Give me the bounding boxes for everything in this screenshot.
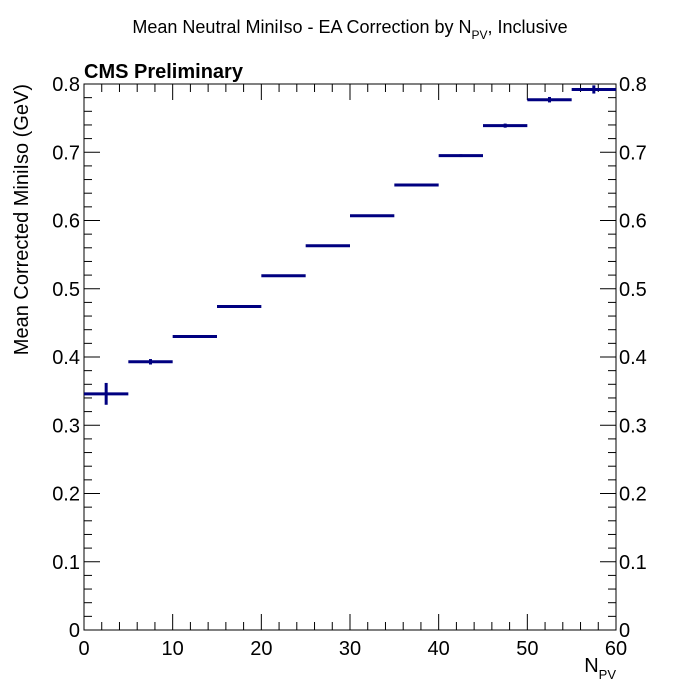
cms-preliminary-label: CMS Preliminary [84,61,244,83]
x-tick-label: 50 [516,638,538,660]
data-point [172,335,217,339]
x-axis-label-subscript: PV [599,667,617,682]
x-tick-label: 40 [428,638,450,660]
x-tick-label: 10 [162,638,184,660]
chart-title-main: Mean Neutral MiniIso - EA Correction by … [132,17,471,37]
x-axis-label-main: N [584,655,598,677]
plot-frame [83,83,617,631]
x-tick-label: 0 [78,638,89,660]
axis-tick-labels: 0 10 20 30 40 50 6000.10.20.30.40.50.60.70.800… [52,74,647,660]
data-point [527,96,572,103]
y-tick-label: 0.5 [52,279,80,301]
data-point [438,154,483,158]
data-point [305,244,350,248]
x-tick-label: 60 [605,638,627,660]
y-tick-label-right: 0.4 [619,347,647,369]
y-tick-label: 0.4 [52,347,80,369]
data-point [394,183,439,187]
y-tick-label: 0 [69,620,80,642]
y-tick-label: 0.7 [52,142,80,164]
x-tick-label: 20 [250,638,272,660]
data-point [483,123,528,128]
y-tick-label-right: 0.1 [619,552,647,574]
x-axis-label: NPV [584,655,616,682]
y-axis-label: Mean Corrected MiniIso (GeV) [11,84,33,355]
y-tick-label: 0.1 [52,552,80,574]
data-markers [84,85,616,405]
y-tick-label: 0.8 [52,74,80,96]
axis-ticks [83,83,617,631]
chart-title-subscript: PV [472,28,488,42]
data-point [261,274,306,278]
y-tick-label-right: 0.5 [619,279,647,301]
y-tick-label: 0.2 [52,484,80,506]
data-point [128,359,173,365]
y-tick-label-right: 0.7 [619,142,647,164]
chart-title-tail: , Inclusive [488,17,568,37]
y-tick-label-right: 0.3 [619,415,647,437]
data-point [350,214,395,218]
y-tick-label-right: 0.8 [619,74,647,96]
y-tick-label-right: 0.6 [619,211,647,233]
data-point [84,382,129,405]
y-tick-label: 0.6 [52,211,80,233]
y-tick-label: 0.3 [52,415,80,437]
data-point [571,85,616,94]
chart-title: Mean Neutral MiniIso - EA Correction by … [132,17,567,42]
y-tick-label-right: 0 [619,620,630,642]
x-tick-label: 30 [339,638,361,660]
data-point [217,304,262,308]
y-tick-label-right: 0.2 [619,484,647,506]
